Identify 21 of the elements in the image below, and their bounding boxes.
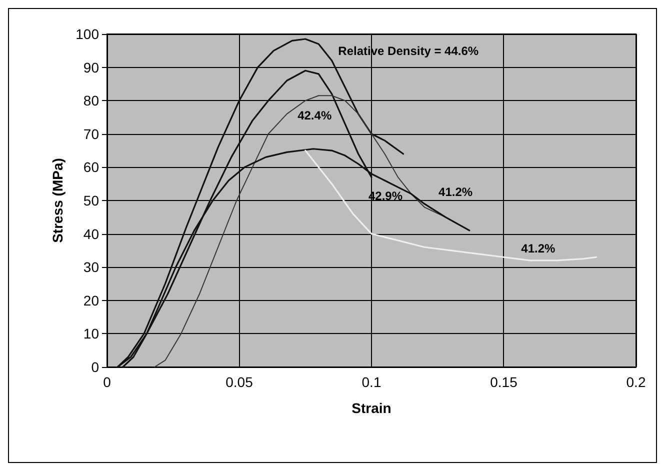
y-tick-label: 30 <box>83 259 100 276</box>
y-tick-label: 40 <box>83 226 100 242</box>
y-tick-label: 90 <box>83 59 100 76</box>
y-tick-label: 0 <box>91 359 100 375</box>
y-tick-label: 60 <box>83 159 100 176</box>
y-axis-title: Stress (MPa) <box>50 158 66 243</box>
x-tick-label: 0.15 <box>490 374 518 390</box>
x-tick-label: 0 <box>103 374 112 390</box>
x-axis-title: Strain <box>352 400 392 416</box>
x-tick-label: 0.1 <box>362 374 382 390</box>
series-label: 41.2% <box>521 241 556 256</box>
y-tick-label: 70 <box>83 126 100 142</box>
series-label: 41.2% <box>438 185 473 200</box>
y-tick-label: 100 <box>76 26 100 42</box>
y-tick-label: 80 <box>83 92 100 109</box>
series-label: 42.4% <box>298 108 332 123</box>
y-tick-label: 50 <box>83 192 100 208</box>
x-tick-label: 0.05 <box>226 374 254 390</box>
y-tick-label: 10 <box>83 326 100 342</box>
x-tick-label: 0.2 <box>626 374 646 390</box>
y-tick-label: 20 <box>83 292 100 308</box>
